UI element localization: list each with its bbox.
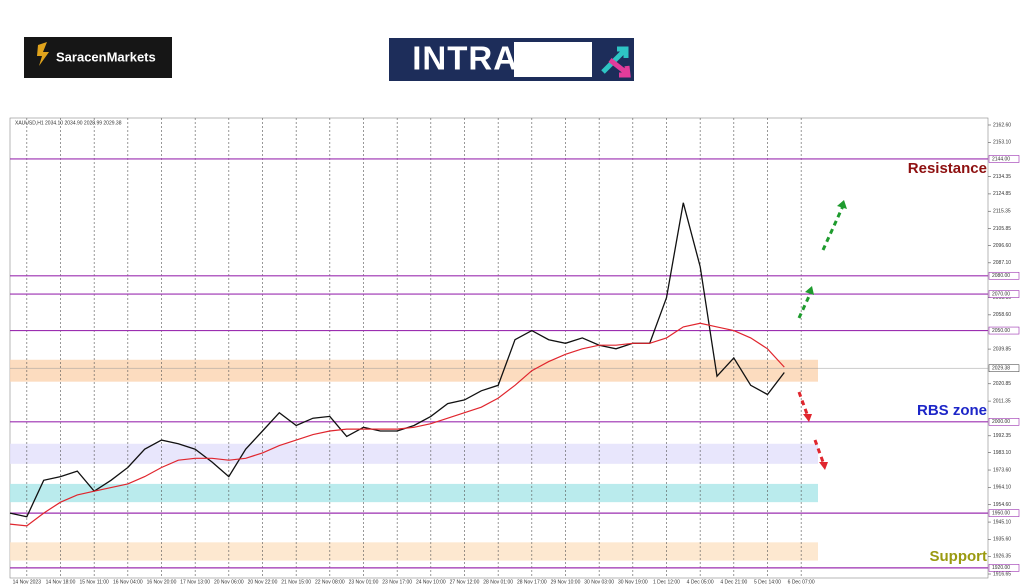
y-tick-label: 2087.10 — [993, 260, 1011, 266]
y-tick-label: 2011.35 — [993, 398, 1011, 404]
arrow-heads-down — [803, 414, 828, 470]
x-tick-label: 23 Nov 01:00 — [349, 579, 379, 585]
x-tick-label: 16 Nov 20:00 — [147, 579, 177, 585]
x-tick-label: 29 Nov 10:00 — [551, 579, 581, 585]
x-tick-label: 21 Nov 15:00 — [281, 579, 311, 585]
zone — [10, 443, 818, 464]
last-price-tag — [988, 364, 1020, 372]
x-tick-label: 20 Nov 22:00 — [248, 579, 278, 585]
level-label: 1950.00 — [992, 510, 1010, 516]
y-tick-label: 2058.60 — [993, 312, 1011, 318]
symbol-info: XAUUSD,H1 2034.10 2034.90 2028.99 2029.3… — [15, 120, 122, 126]
x-tick-label: 24 Nov 10:00 — [416, 579, 446, 585]
arrow-down-2 — [813, 439, 825, 463]
y-tick-label: 2162.60 — [993, 122, 1011, 128]
x-tick-label: 4 Dec 05:00 — [687, 579, 714, 585]
level-label: 1920.00 — [992, 565, 1010, 571]
resistance-label: Resistance — [908, 160, 987, 177]
level-tag — [988, 564, 1020, 572]
y-tick-label: 1992.35 — [993, 433, 1011, 439]
x-tick-label: 30 Nov 03:00 — [584, 579, 614, 585]
y-tick-label: 1935.60 — [993, 537, 1011, 543]
y-tick-label: 1964.10 — [993, 485, 1011, 491]
rbs-label: RBS zone — [917, 402, 987, 419]
banner-highlight — [514, 42, 592, 77]
level-tag — [988, 271, 1020, 280]
x-tick-label: 14 Nov 2023 — [13, 579, 42, 585]
banner-box — [389, 38, 634, 81]
last-price-label: 2029.38 — [992, 366, 1010, 372]
zone — [10, 542, 818, 561]
price-line — [9, 202, 785, 518]
x-tick-label: 17 Nov 13:00 — [180, 579, 210, 585]
arrow-down-1 — [797, 391, 809, 415]
y-tick-label: 2115.35 — [993, 209, 1011, 215]
y-tick-label: 2105.85 — [993, 226, 1011, 232]
x-tick-label: 4 Dec 21:00 — [720, 579, 747, 585]
level-label: 2070.00 — [992, 291, 1010, 297]
banner-arrow-down — [608, 58, 631, 78]
level-label: 2000.00 — [992, 419, 1010, 425]
banner-text: INTRADAY — [412, 40, 587, 77]
y-tick-label: 1954.60 — [993, 502, 1011, 508]
y-tick-label: 2134.35 — [993, 174, 1011, 180]
zone — [10, 359, 818, 382]
support-label: Support — [930, 548, 988, 565]
x-tick-label: 28 Nov 01:00 — [483, 579, 513, 585]
y-tick-label: 1983.10 — [993, 450, 1011, 456]
y-tick-label: 1973.60 — [993, 467, 1011, 473]
x-tick-label: 30 Nov 19:00 — [618, 579, 648, 585]
x-tick-label: 16 Nov 04:00 — [113, 579, 143, 585]
level-label: 2080.00 — [992, 273, 1010, 279]
y-tick-label: 1916.65 — [993, 571, 1011, 577]
x-tick-label: 1 Dec 12:00 — [653, 579, 680, 585]
level-tag — [988, 290, 1020, 298]
x-tick-label: 6 Dec 07:00 — [788, 579, 815, 585]
y-tick-label: 2124.85 — [993, 191, 1011, 197]
brand-icon — [37, 42, 49, 66]
y-tick-label: 2096.60 — [993, 243, 1011, 249]
x-tick-label: 23 Nov 17:00 — [382, 579, 412, 585]
brand-logo — [24, 37, 172, 78]
level-tag — [988, 326, 1020, 335]
x-tick-label: 15 Nov 11:00 — [79, 579, 109, 585]
scenario-arrows — [797, 205, 845, 463]
y-tick-label: 1945.10 — [993, 519, 1011, 525]
level-label: 2144.00 — [992, 156, 1010, 162]
y-tick-label: 2153.10 — [993, 140, 1011, 146]
level-tag — [988, 155, 1020, 163]
y-tick-label: 2020.85 — [993, 381, 1011, 387]
plot-frame — [9, 117, 989, 579]
moving-average — [9, 322, 785, 527]
arrow-up-1 — [821, 205, 845, 251]
x-tick-label: 28 Nov 17:00 — [517, 579, 547, 585]
level-tag — [988, 509, 1020, 517]
x-tick-label: 20 Nov 06:00 — [214, 579, 244, 585]
brand-name: SaracenMarkets — [56, 49, 156, 64]
level-label: 2050.00 — [992, 328, 1010, 334]
x-tick-label: 22 Nov 08:00 — [315, 579, 345, 585]
arrow-up-2 — [797, 291, 813, 319]
y-tick-label: 1926.35 — [993, 554, 1011, 560]
x-tick-label: 14 Nov 18:00 — [46, 579, 76, 585]
y-tick-label: 2039.85 — [993, 346, 1011, 352]
level-tag — [988, 418, 1020, 426]
x-tick-label: 5 Dec 14:00 — [754, 579, 781, 585]
x-tick-label: 27 Nov 12:00 — [450, 579, 480, 585]
zone — [10, 483, 818, 503]
